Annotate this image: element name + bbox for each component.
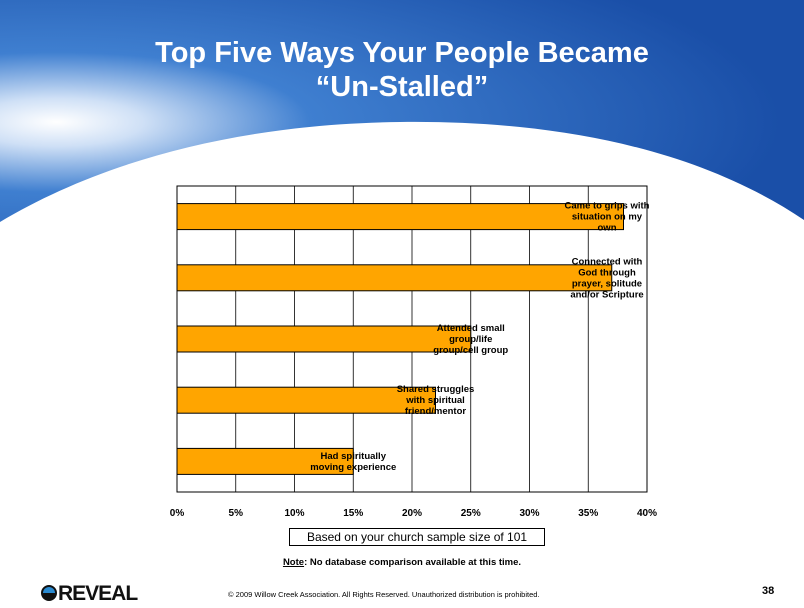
- reveal-logo-text: REVEAL: [58, 582, 138, 605]
- x-tick-label: 0%: [170, 508, 185, 519]
- bar-labels: Came to grips with situation on my own Conn…: [310, 201, 649, 473]
- note-text: Note: No database comparison available a…: [0, 557, 804, 568]
- x-tick-label: 15%: [343, 508, 363, 519]
- bar: [176, 203, 624, 231]
- note-body: : No database comparison available at th…: [304, 557, 522, 568]
- title-line-2: “Un-Stalled”: [315, 71, 489, 103]
- sample-size-note: Based on your church sample size of 101: [289, 528, 545, 546]
- x-tick-label: 25%: [461, 508, 481, 519]
- category-label: Attended small group/life group/cell group: [433, 323, 508, 356]
- x-tick-label: 35%: [578, 508, 598, 519]
- category-label: Came to grips with situation on my own: [565, 201, 650, 234]
- category-label: Shared struggles with spiritual friend/men…: [397, 384, 475, 417]
- bars: [176, 203, 624, 475]
- x-tick-label: 20%: [402, 508, 422, 519]
- reveal-logo-icon: [41, 585, 57, 601]
- copyright-footer: © 2009 Willow Creek Association. All Rig…: [228, 590, 540, 599]
- bar: [176, 264, 613, 292]
- bar: [176, 325, 472, 353]
- title-line-1: Top Five Ways Your People Became: [155, 37, 649, 69]
- page-number: 38: [762, 585, 775, 597]
- bar: [176, 386, 436, 414]
- note-label: Note: [282, 557, 305, 568]
- bar: [176, 447, 354, 475]
- slide-title: Top Five Ways Your People Became “Un-Sta…: [0, 36, 804, 104]
- x-tick-label: 30%: [519, 508, 539, 519]
- category-label: Connected with God through prayer, solitud…: [570, 256, 643, 300]
- x-tick-label: 5%: [229, 508, 244, 519]
- category-label: Had spiritually moving experience: [310, 451, 396, 473]
- x-tick-label: 40%: [637, 508, 657, 519]
- x-axis-ticks: 0% 5% 10% 15% 20% 25% 30% 35% 40%: [170, 508, 657, 519]
- x-tick-label: 10%: [284, 508, 304, 519]
